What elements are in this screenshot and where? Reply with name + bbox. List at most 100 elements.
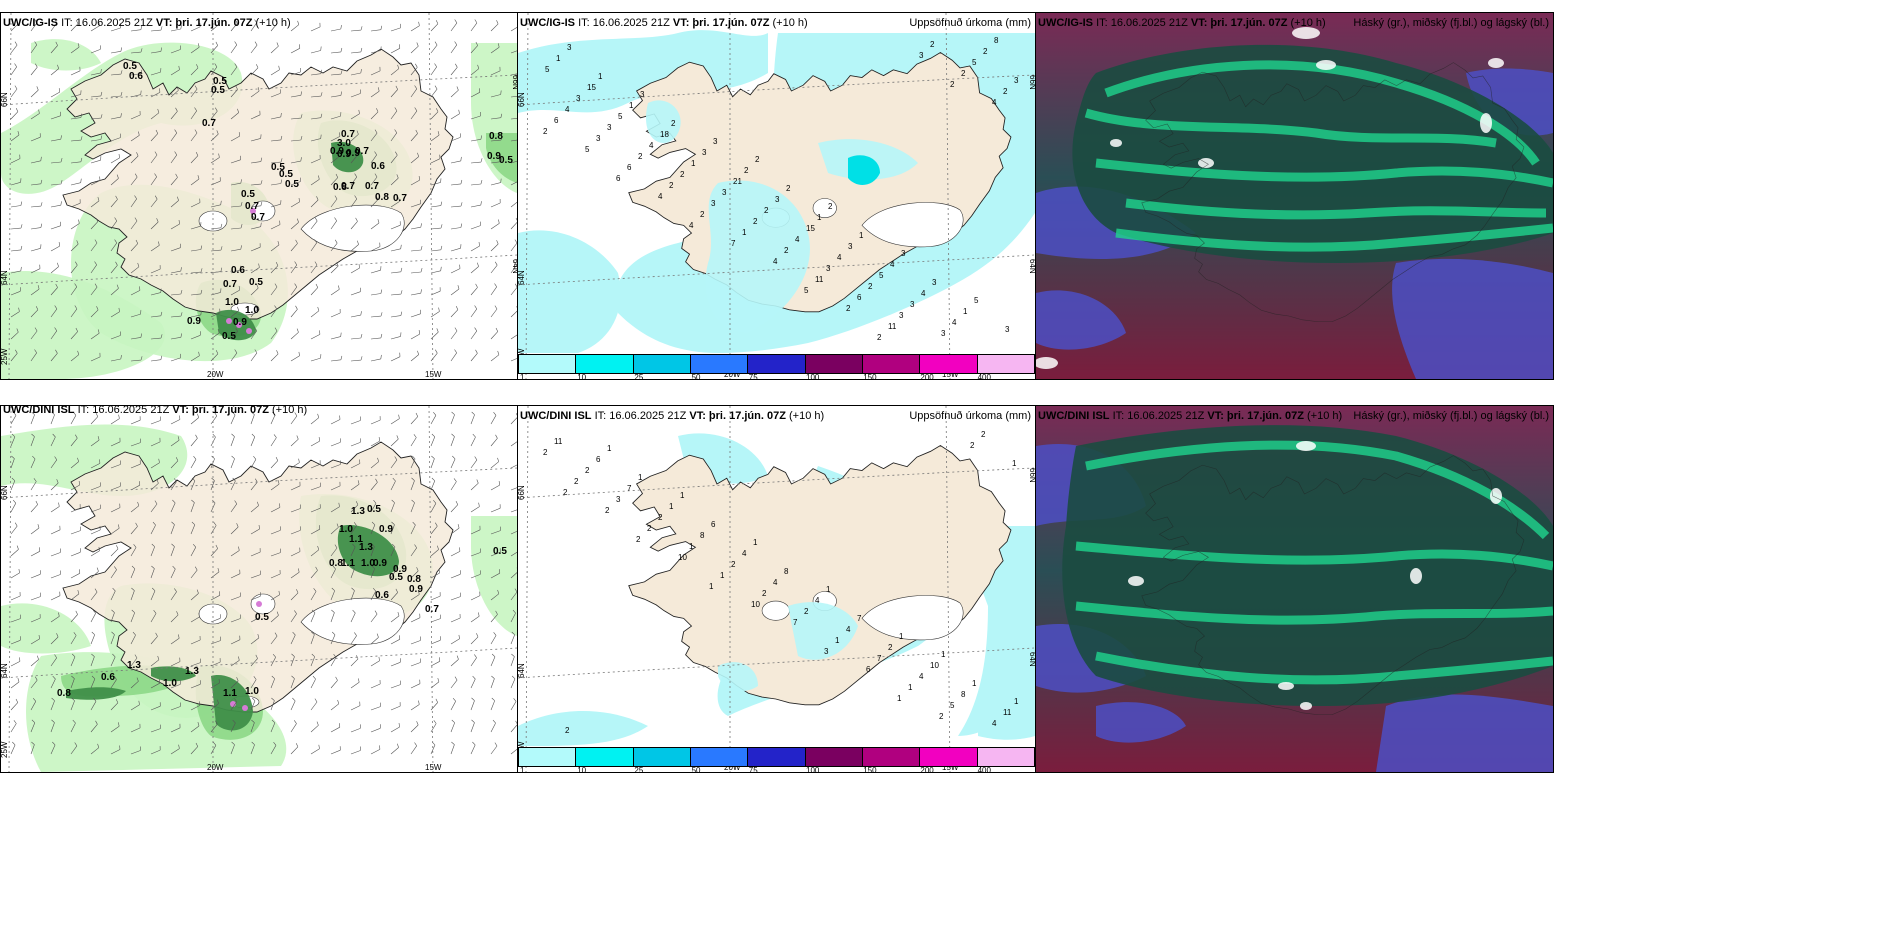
longitude-line bbox=[945, 13, 951, 379]
precip-value-label: 2 bbox=[762, 589, 767, 598]
precip-value-label: 1.1 bbox=[223, 688, 237, 699]
cloud-highlight bbox=[1278, 682, 1294, 690]
precip-value-label: 1 bbox=[1014, 697, 1019, 706]
wind-barb bbox=[330, 285, 340, 296]
wind-barb bbox=[310, 675, 316, 689]
wind-barb bbox=[210, 153, 220, 164]
wind-barb bbox=[50, 327, 58, 340]
precip-value-label: 0.9 bbox=[233, 317, 247, 328]
wind-barb bbox=[50, 180, 63, 186]
precip-value-label: 2 bbox=[585, 466, 590, 475]
wind-barb bbox=[510, 441, 517, 447]
wind-barb bbox=[50, 591, 61, 601]
wind-barb bbox=[390, 129, 398, 142]
wind-barb bbox=[150, 151, 158, 164]
wind-barb bbox=[130, 239, 139, 252]
wind-barb bbox=[370, 437, 380, 447]
wind-barb bbox=[390, 85, 398, 98]
wind-barb bbox=[430, 224, 443, 230]
wind-barb bbox=[170, 151, 178, 164]
precip-value-label: 3 bbox=[576, 94, 581, 103]
wind-barb bbox=[130, 587, 135, 601]
precip-value-label: 8 bbox=[961, 690, 966, 699]
wind-barb bbox=[70, 548, 81, 557]
wind-barb bbox=[390, 267, 403, 274]
wind-barb bbox=[410, 129, 418, 142]
wind-barb bbox=[470, 19, 478, 32]
wind-barb bbox=[470, 327, 478, 340]
wind-barb bbox=[390, 352, 401, 362]
wind-barb bbox=[50, 64, 59, 76]
wind-barb bbox=[330, 308, 341, 318]
wind-barb bbox=[350, 311, 362, 318]
wind-barb bbox=[70, 719, 76, 733]
wind-barb bbox=[50, 654, 57, 667]
wind-barb bbox=[310, 134, 322, 142]
wind-barb bbox=[110, 587, 116, 601]
precip-value-label: 2 bbox=[930, 40, 935, 49]
wind-barb bbox=[230, 677, 239, 689]
wind-barb bbox=[130, 700, 140, 711]
wind-barb bbox=[250, 87, 260, 98]
wind-barb bbox=[250, 180, 263, 186]
wind-barb bbox=[470, 675, 476, 689]
wind-barb bbox=[170, 457, 179, 469]
precip-value-label: 2 bbox=[680, 170, 685, 179]
wind-barb bbox=[90, 283, 98, 296]
wind-barb bbox=[270, 261, 279, 274]
precip-value-label: 2 bbox=[671, 119, 676, 128]
wind-barb bbox=[50, 612, 60, 623]
wind-barb bbox=[270, 548, 281, 557]
wind-barb bbox=[50, 158, 63, 164]
wind-barb bbox=[230, 224, 243, 230]
precip-value-label: 2 bbox=[638, 152, 643, 161]
wind-barb bbox=[130, 460, 141, 469]
colorbar-swatch bbox=[576, 355, 634, 373]
precip-extreme bbox=[230, 601, 262, 711]
wind-barb bbox=[370, 289, 383, 296]
wind-barb bbox=[230, 411, 236, 425]
lon-tick-label: 25W bbox=[1, 741, 9, 758]
wind-barb bbox=[350, 26, 363, 32]
precip-extreme-spot bbox=[242, 705, 248, 711]
mid-cloud-contour bbox=[1095, 651, 1553, 685]
latitude-line bbox=[1, 647, 517, 679]
wind-barb bbox=[70, 240, 79, 252]
wind-barb bbox=[450, 655, 459, 667]
wind-barb bbox=[170, 312, 183, 318]
wind-barb bbox=[130, 217, 138, 230]
wind-barb bbox=[370, 25, 383, 32]
colorbar-swatch bbox=[519, 355, 577, 373]
wind-barb bbox=[430, 455, 435, 469]
wind-barb bbox=[310, 330, 321, 340]
wind-barb bbox=[170, 196, 179, 208]
wind-barb bbox=[430, 131, 440, 142]
precip-extreme-spot bbox=[236, 322, 242, 328]
precip-value-label: 4 bbox=[992, 98, 997, 107]
precip-area bbox=[337, 525, 399, 577]
wind-barb bbox=[70, 199, 81, 208]
wind-barb bbox=[370, 633, 379, 645]
precip-value-label: 3 bbox=[711, 199, 716, 208]
wind-barb bbox=[150, 334, 163, 340]
wind-barb bbox=[250, 592, 261, 601]
precip-value-label: 3 bbox=[941, 329, 946, 338]
wind-barb bbox=[490, 113, 503, 120]
precip-value-label: 0.6 bbox=[129, 71, 143, 82]
wind-barb bbox=[190, 456, 197, 469]
wind-barb bbox=[410, 499, 415, 513]
wind-barb bbox=[310, 482, 321, 491]
wind-barb bbox=[290, 20, 300, 32]
wind-barb bbox=[110, 174, 119, 186]
wind-barb bbox=[230, 245, 242, 252]
wind-barb bbox=[350, 47, 363, 54]
wind-barb bbox=[10, 455, 15, 469]
wind-barb bbox=[150, 195, 158, 208]
precip-value-label: 7 bbox=[877, 654, 882, 663]
cloud-highlight bbox=[1490, 488, 1502, 504]
wind-barb bbox=[170, 478, 177, 491]
wind-barb bbox=[410, 223, 422, 230]
wind-barb bbox=[50, 135, 62, 142]
wind-barb bbox=[90, 114, 103, 120]
wind-barb bbox=[370, 333, 383, 340]
